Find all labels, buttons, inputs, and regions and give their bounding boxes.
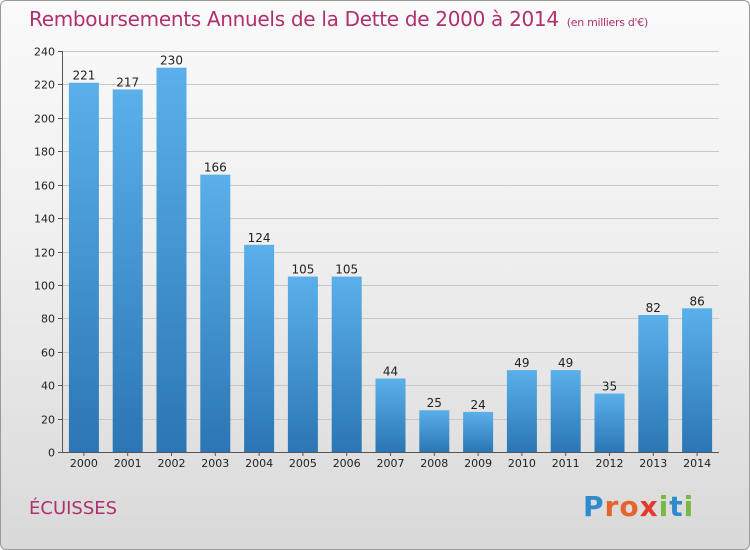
- bar-2005: [287, 276, 318, 452]
- y-tick-label: 100: [34, 280, 55, 293]
- value-label: 124: [248, 231, 271, 245]
- y-tick-label: 180: [34, 146, 55, 159]
- y-tick-label: 140: [34, 213, 55, 226]
- y-tick-label: 220: [34, 79, 55, 92]
- bar-2002: [156, 67, 187, 452]
- value-labels: 221 217 230 166 124 105 105 44 25 24 49 49 35 82 86: [72, 54, 704, 412]
- y-tick-label: 40: [41, 380, 55, 393]
- bar-2004: [244, 244, 275, 452]
- x-tick-label: 2008: [420, 457, 448, 470]
- y-tick-label: 0: [48, 447, 55, 460]
- x-axis: 2000 2001 2002 2003 2004 2005 2006 2007 2008 2009…: [62, 452, 719, 470]
- bars: [68, 67, 713, 452]
- value-label: 49: [558, 356, 573, 370]
- y-tick-label: 60: [41, 347, 55, 360]
- value-label: 49: [514, 356, 529, 370]
- bar-2014: [682, 308, 713, 452]
- value-label: 44: [383, 364, 398, 378]
- bar-2013: [638, 314, 669, 452]
- value-label: 230: [160, 54, 183, 68]
- y-tick-label: 160: [34, 180, 55, 193]
- x-tick-label: 2006: [333, 457, 361, 470]
- value-label: 24: [470, 398, 485, 412]
- y-tick-label: 20: [41, 414, 55, 427]
- value-label: 217: [116, 75, 139, 89]
- x-tick-label: 2005: [289, 457, 317, 470]
- y-axis: 0 20 40 60 80 100 120 140 160 180 200 220 240: [34, 46, 63, 460]
- logo-letter: i: [683, 490, 695, 523]
- chart-title-text: Remboursements Annuels de la Dette de 20…: [29, 7, 559, 31]
- value-label: 105: [291, 263, 314, 277]
- x-tick-label: 2013: [639, 457, 667, 470]
- value-label: 166: [204, 161, 227, 175]
- x-tick-label: 2009: [464, 457, 492, 470]
- logo-letter: t: [669, 490, 684, 523]
- logo-letter: x: [639, 490, 659, 523]
- value-label: 25: [427, 396, 442, 410]
- x-tick-label: 2010: [508, 457, 536, 470]
- bar-2010: [506, 370, 537, 452]
- y-tick-label: 120: [34, 247, 55, 260]
- x-tick-label: 2002: [158, 457, 186, 470]
- bar-2001: [112, 89, 143, 452]
- value-label: 82: [646, 301, 661, 315]
- x-tick-label: 2012: [596, 457, 624, 470]
- x-tick-label: 2003: [201, 457, 229, 470]
- chart-title: Remboursements Annuels de la Dette de 20…: [29, 7, 648, 31]
- logo-letter: P: [583, 490, 605, 523]
- x-tick-label: 2001: [114, 457, 142, 470]
- value-label: 105: [335, 263, 358, 277]
- x-tick-label: 2011: [552, 457, 580, 470]
- logo-letter: i: [658, 490, 670, 523]
- value-label: 86: [689, 294, 704, 308]
- bar-2003: [200, 174, 231, 452]
- bar-2011: [550, 370, 581, 452]
- logo-letter: r: [604, 490, 620, 523]
- bar-2008: [419, 410, 450, 452]
- x-tick-label: 2000: [70, 457, 98, 470]
- bar-2006: [331, 276, 362, 452]
- y-tick-label: 240: [34, 46, 55, 59]
- commune-name: ÉCUISSES: [29, 498, 118, 519]
- logo-letter: o: [619, 490, 640, 523]
- proxiti-logo: Proxiti: [583, 490, 694, 523]
- x-tick-label: 2004: [245, 457, 273, 470]
- x-tick-label: 2007: [377, 457, 405, 470]
- value-label: 221: [72, 69, 95, 83]
- chart-subtitle: (en milliers d'€): [566, 16, 648, 29]
- x-tick-label: 2014: [683, 457, 711, 470]
- value-label: 35: [602, 380, 617, 394]
- bar-2012: [594, 393, 625, 452]
- bar-2007: [375, 378, 406, 452]
- y-tick-label: 200: [34, 113, 55, 126]
- y-tick-label: 80: [41, 313, 55, 326]
- bar-2000: [68, 82, 99, 452]
- bar-2009: [463, 411, 494, 452]
